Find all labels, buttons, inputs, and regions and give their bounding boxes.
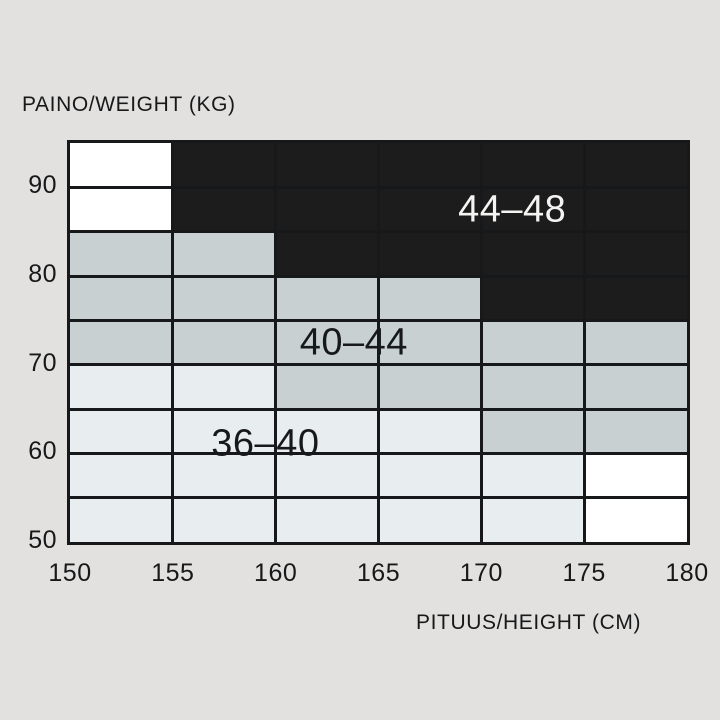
heatmap-cell — [275, 187, 380, 233]
heatmap-cell — [584, 187, 687, 233]
y-tick-label: 80 — [28, 260, 57, 288]
heatmap-cell — [584, 231, 687, 277]
x-axis-title: PITUUS/HEIGHT (CM) — [416, 611, 642, 634]
gridline-vertical — [171, 143, 175, 542]
heatmap-cell — [172, 143, 277, 188]
heatmap-cell — [378, 187, 482, 233]
x-tick-label: 160 — [254, 559, 298, 587]
heatmap-cell — [275, 320, 380, 366]
x-tick-label: 155 — [151, 559, 195, 587]
heatmap-cell — [275, 497, 380, 542]
y-tick-label: 60 — [28, 437, 57, 466]
heatmap-cell — [172, 320, 277, 366]
heatmap-cell — [172, 453, 277, 499]
heatmap-cell — [70, 497, 174, 542]
plot-area — [67, 140, 690, 545]
heatmap-cell — [584, 320, 687, 366]
heatmap-cell — [481, 453, 585, 499]
heatmap-cell — [172, 231, 277, 277]
heatmap-cell — [275, 143, 380, 188]
gridline-vertical — [274, 143, 278, 542]
heatmap-cell — [584, 497, 687, 542]
gridline-vertical — [479, 143, 483, 542]
heatmap-cell — [275, 364, 380, 410]
heatmap-cell — [481, 231, 585, 277]
heatmap-cell — [584, 453, 687, 499]
heatmap-cell — [481, 276, 585, 321]
heatmap-cell — [70, 187, 174, 233]
zone-label: 36–40 — [211, 422, 320, 465]
heatmap-cell — [378, 497, 482, 542]
heatmap-cell — [584, 276, 687, 321]
heatmap-cell — [378, 453, 482, 499]
x-tick-label: 150 — [48, 559, 92, 587]
heatmap-cell — [70, 143, 174, 188]
heatmap-cell — [70, 231, 174, 277]
heatmap-cell — [275, 231, 380, 277]
heatmap-cell — [584, 364, 687, 410]
heatmap-cell — [481, 497, 585, 542]
heatmap-cell — [481, 143, 585, 188]
heatmap-cell — [275, 453, 380, 499]
heatmap-cell — [584, 409, 687, 454]
heatmap-cell — [70, 276, 174, 321]
heatmap-cell — [275, 409, 380, 454]
heatmap-cell — [172, 364, 277, 410]
heatmap-cell — [378, 320, 482, 366]
heatmap-cell — [70, 453, 174, 499]
heatmap-cells — [70, 143, 687, 542]
heatmap-cell — [481, 187, 585, 233]
heatmap-cell — [172, 409, 277, 454]
heatmap-cell — [70, 364, 174, 410]
gridline-vertical — [582, 143, 586, 542]
heatmap-cell — [481, 409, 585, 454]
y-tick-label: 50 — [28, 526, 57, 554]
x-tick-label: 165 — [356, 559, 401, 587]
heatmap-cell — [378, 409, 482, 454]
gridline-vertical — [377, 143, 380, 542]
heatmap-cell — [378, 143, 482, 188]
y-tick-label: 70 — [28, 348, 57, 377]
y-tick-label: 90 — [28, 171, 57, 200]
x-tick-label: 170 — [459, 559, 503, 587]
heatmap-cell — [70, 320, 174, 366]
heatmap-cell — [378, 276, 482, 321]
heatmap-cell — [378, 231, 482, 277]
heatmap-cell — [481, 364, 585, 410]
heatmap-cell — [378, 364, 482, 410]
heatmap-cell — [172, 497, 277, 542]
x-tick-label: 180 — [665, 559, 709, 587]
heatmap-cell — [584, 143, 687, 188]
heatmap-cell — [275, 276, 380, 321]
y-axis-title: PAINO/WEIGHT (KG) — [22, 93, 236, 116]
heatmap-cell — [172, 276, 277, 321]
zone-label: 44–48 — [458, 188, 567, 230]
zone-label: 40–44 — [299, 321, 408, 363]
x-tick-label: 175 — [562, 559, 606, 587]
heatmap-cell — [172, 187, 277, 233]
heatmap-cell — [70, 409, 174, 454]
heatmap-cell — [481, 320, 585, 366]
